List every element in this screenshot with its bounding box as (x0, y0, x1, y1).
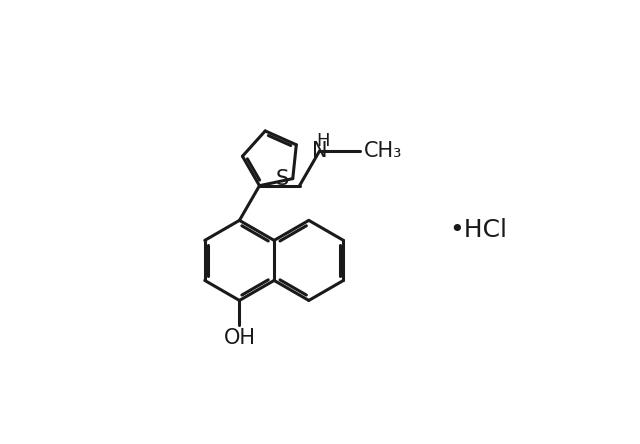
Text: N: N (312, 141, 327, 161)
Text: S: S (276, 169, 289, 189)
Text: •HCl: •HCl (450, 218, 508, 242)
Text: CH₃: CH₃ (364, 141, 402, 161)
Text: OH: OH (223, 328, 255, 348)
Text: H: H (316, 132, 330, 150)
